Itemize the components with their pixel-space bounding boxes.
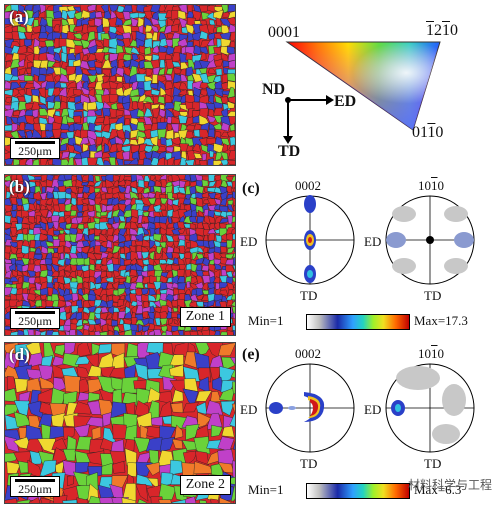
panel-label-c: (c) <box>242 180 260 197</box>
pf-c-ed-left: ED <box>240 234 258 249</box>
axis-ed: ED <box>334 93 357 110</box>
ipf-label-0001: 0001 <box>268 24 300 41</box>
pole-figure-e-1010 <box>385 363 475 453</box>
ebsd-map-d: (d) 250μm Zone 2 <box>4 342 236 504</box>
zone-label-1: Zone 1 <box>179 307 231 327</box>
panel-label-a: (a) <box>9 7 29 26</box>
pf-c-td-left: TD <box>300 288 318 303</box>
colorbar-c <box>306 314 410 330</box>
pole-figure-e-0002 <box>265 363 355 453</box>
pole-figure-c-1010 <box>385 195 475 285</box>
ipf-label-0110: 0110 <box>412 124 444 141</box>
panel-label-d: (d) <box>9 345 30 364</box>
panel-label-e: (e) <box>242 346 260 363</box>
axis-td: TD <box>278 143 301 160</box>
pf-c-title-1010: 1010 <box>418 178 444 193</box>
pole-figure-c-0002 <box>265 195 355 285</box>
pf-e-ed-left: ED <box>240 402 258 417</box>
watermark: 材料科学与工程 <box>407 478 492 492</box>
cbar-c-max: Max=17.3 <box>414 313 468 328</box>
pf-e-td-right: TD <box>424 456 442 471</box>
ipf-label-1210: 1210 <box>426 22 458 39</box>
cbar-e-min: Min=1 <box>248 482 284 497</box>
ipf-map-a <box>5 5 235 165</box>
colorbar-e <box>306 483 410 499</box>
pf-c-ed-right: ED <box>364 234 382 249</box>
pf-e-ed-right: ED <box>364 402 382 417</box>
pf-e-title-1010: 1010 <box>418 346 444 361</box>
panel-label-b: (b) <box>9 177 30 196</box>
ebsd-map-a: (a) 250μm <box>4 4 236 166</box>
axis-nd: ND <box>262 81 286 98</box>
axis-arrows <box>283 95 334 144</box>
scale-bar-a: 250μm <box>10 138 60 159</box>
pf-e-td-left: TD <box>300 456 318 471</box>
pf-c-title-0002: 0002 <box>295 178 321 193</box>
zone-label-2: Zone 2 <box>179 475 231 495</box>
scale-label-a: 250μm <box>18 144 52 158</box>
pf-e-title-0002: 0002 <box>295 346 321 361</box>
scale-bar-b: 250μm <box>10 308 60 329</box>
scale-label-d: 250μm <box>18 482 52 496</box>
cbar-c-min: Min=1 <box>248 313 284 328</box>
scale-bar-d: 250μm <box>10 476 60 497</box>
scale-label-b: 250μm <box>18 314 52 328</box>
ebsd-map-b: (b) 250μm Zone 1 <box>4 174 236 336</box>
cbar-e-max: Max=6.3 <box>414 482 462 497</box>
ipf-color-key <box>285 41 441 131</box>
pf-c-td-right: TD <box>424 288 442 303</box>
